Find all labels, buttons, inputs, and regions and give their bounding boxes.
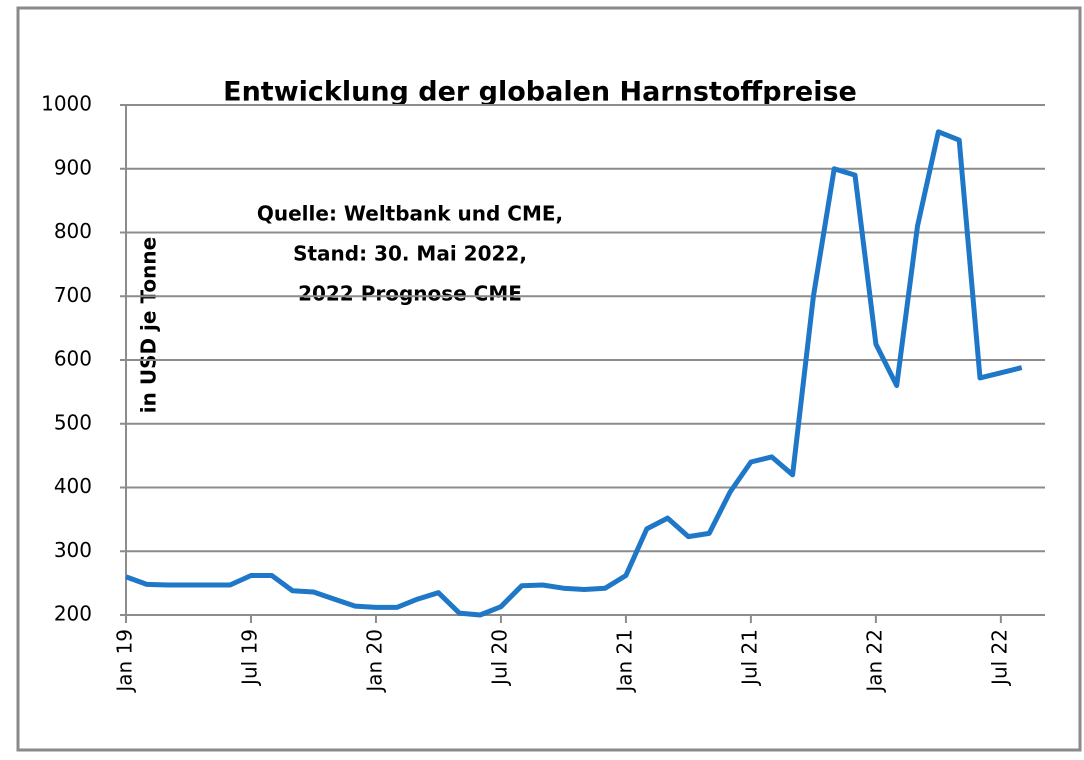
y-tick-label: 300 xyxy=(54,538,92,562)
y-tick-label: 400 xyxy=(54,474,92,498)
y-tick-label: 500 xyxy=(54,410,92,434)
data-line xyxy=(125,129,1023,618)
y-tick-label: 200 xyxy=(54,602,92,626)
y-tick-label: 1000 xyxy=(41,92,92,116)
x-tick-label: Jan 22 xyxy=(862,629,886,694)
x-tick-label: Jan 21 xyxy=(612,629,636,694)
x-tick-label: Jan 20 xyxy=(362,629,386,694)
annotation: 2022 Prognose CME xyxy=(298,282,522,306)
x-tick-label: Jul 19 xyxy=(237,629,261,687)
y-axis-label: in USD je Tonne xyxy=(137,237,161,413)
x-tick-label: Jul 21 xyxy=(737,629,761,687)
y-tick-label: 800 xyxy=(54,219,92,243)
x-tick-label: Jan 19 xyxy=(113,629,137,694)
y-tick-label: 600 xyxy=(54,347,92,371)
frame xyxy=(16,6,1082,752)
x-tick-label: Jul 20 xyxy=(487,629,511,687)
annotation: Stand: 30. Mai 2022, xyxy=(293,242,527,266)
y-tick-label: 700 xyxy=(54,283,92,307)
y-tick-label: 900 xyxy=(54,155,92,179)
annotation: Quelle: Weltbank und CME, xyxy=(257,202,563,226)
x-tick-label: Jul 22 xyxy=(987,629,1011,687)
chart-title: Entwicklung der globalen Harnstoffpreise xyxy=(223,77,857,108)
